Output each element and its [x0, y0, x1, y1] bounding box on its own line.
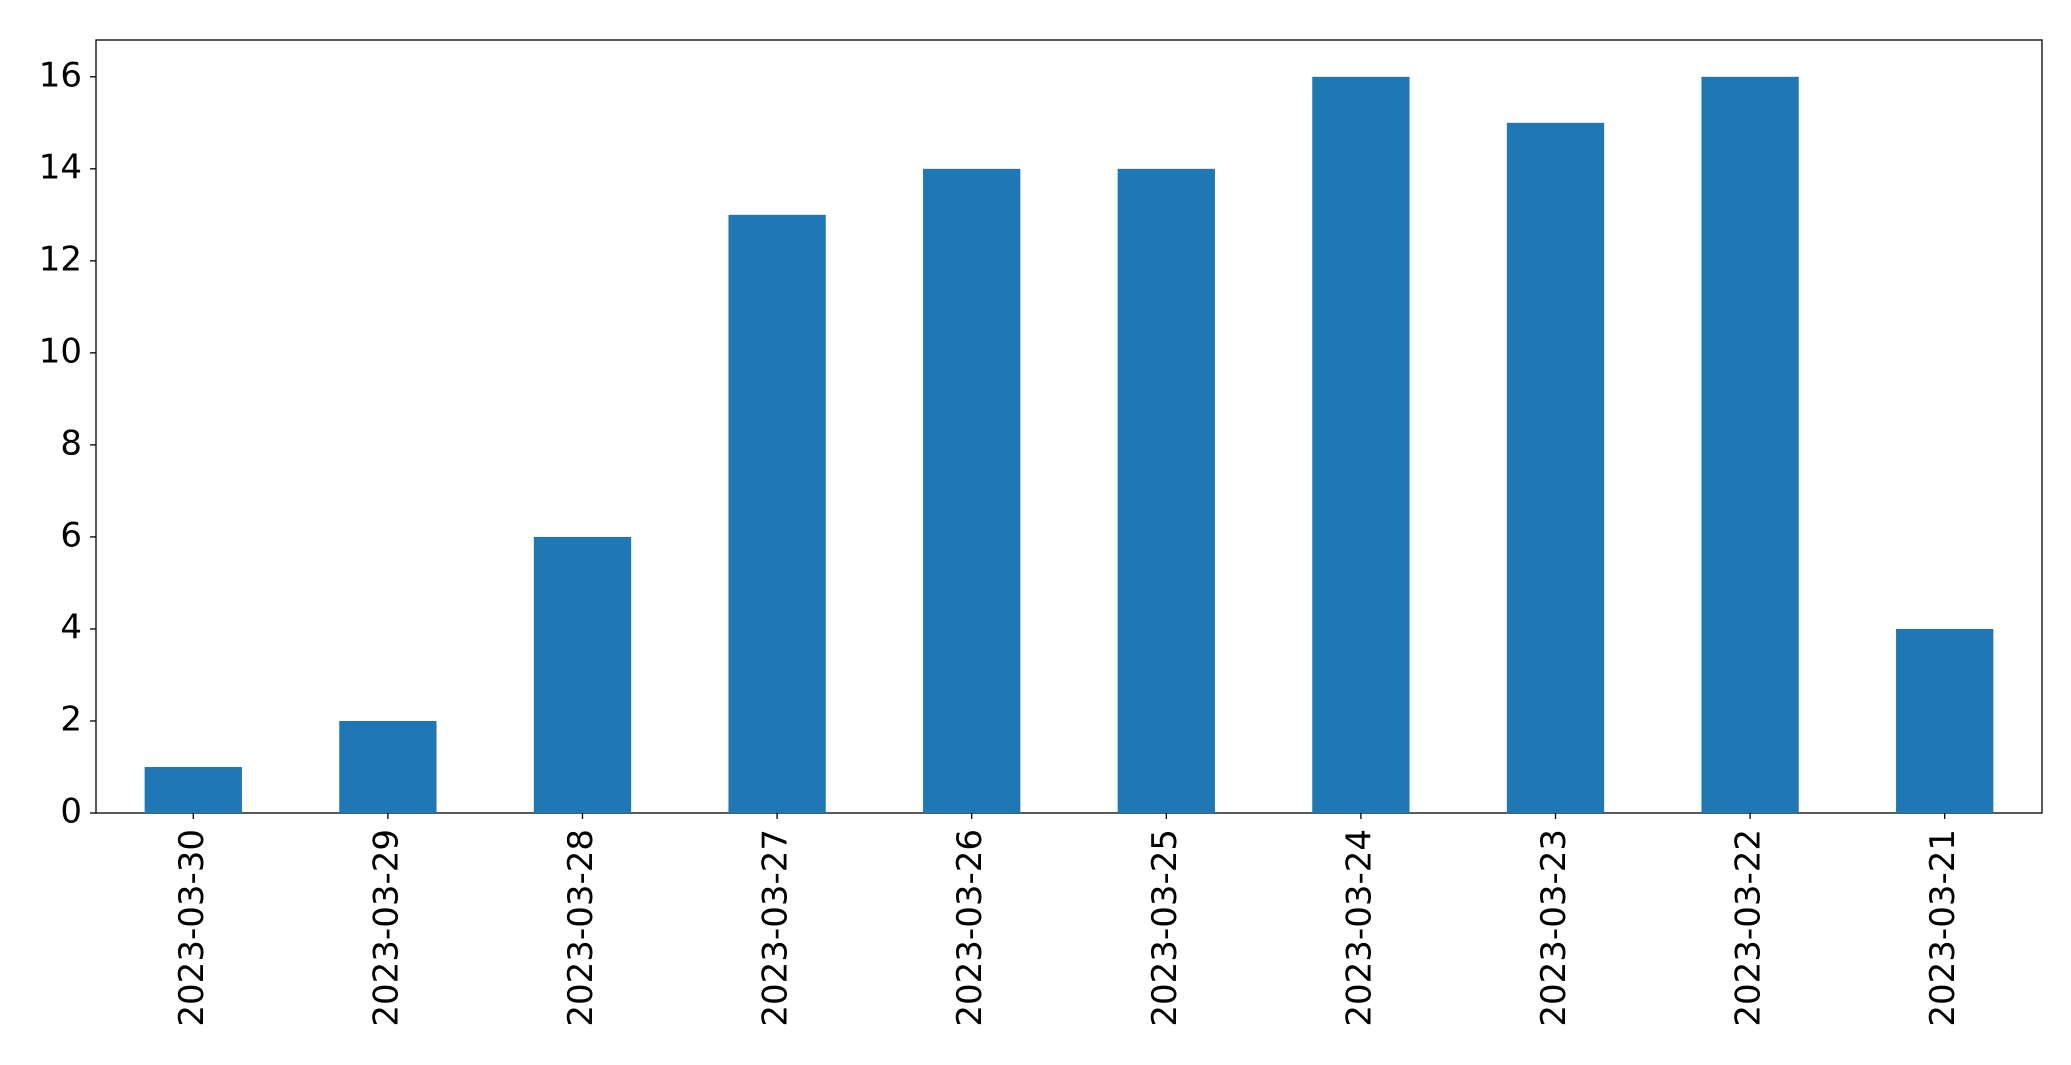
bar: [728, 214, 826, 814]
y-tick-label: 8: [60, 423, 82, 463]
bar: [1896, 628, 1994, 813]
y-tick-label: 2: [60, 699, 82, 739]
bar: [144, 766, 242, 813]
y-tick-label: 12: [39, 239, 82, 279]
bar: [1506, 122, 1605, 814]
bar: [1312, 76, 1410, 814]
bar: [1701, 76, 1799, 814]
x-tick-label: 2023-03-27: [756, 829, 796, 1027]
y-tick-label: 0: [60, 792, 82, 832]
bar: [923, 168, 1021, 814]
y-tick-label: 6: [60, 515, 82, 555]
x-tick-label: 2023-03-25: [1145, 829, 1185, 1027]
x-tick-label: 2023-03-21: [1923, 829, 1963, 1027]
x-tick-label: 2023-03-28: [561, 829, 601, 1027]
bar: [533, 536, 632, 813]
x-tick-label: 2023-03-26: [950, 829, 990, 1027]
x-tick-label: 2023-03-30: [172, 829, 212, 1027]
x-tick-label: 2023-03-29: [366, 829, 406, 1027]
x-tick-label: 2023-03-23: [1534, 829, 1574, 1027]
y-tick-label: 4: [60, 607, 82, 647]
y-tick-label: 14: [39, 147, 82, 187]
bar: [1117, 168, 1215, 814]
y-tick-label: 16: [39, 55, 82, 95]
x-tick-label: 2023-03-22: [1729, 829, 1769, 1027]
x-tick-label: 2023-03-24: [1339, 829, 1379, 1027]
y-tick-label: 10: [39, 331, 82, 371]
axes-frame: [95, 39, 2043, 814]
bar: [339, 720, 437, 813]
